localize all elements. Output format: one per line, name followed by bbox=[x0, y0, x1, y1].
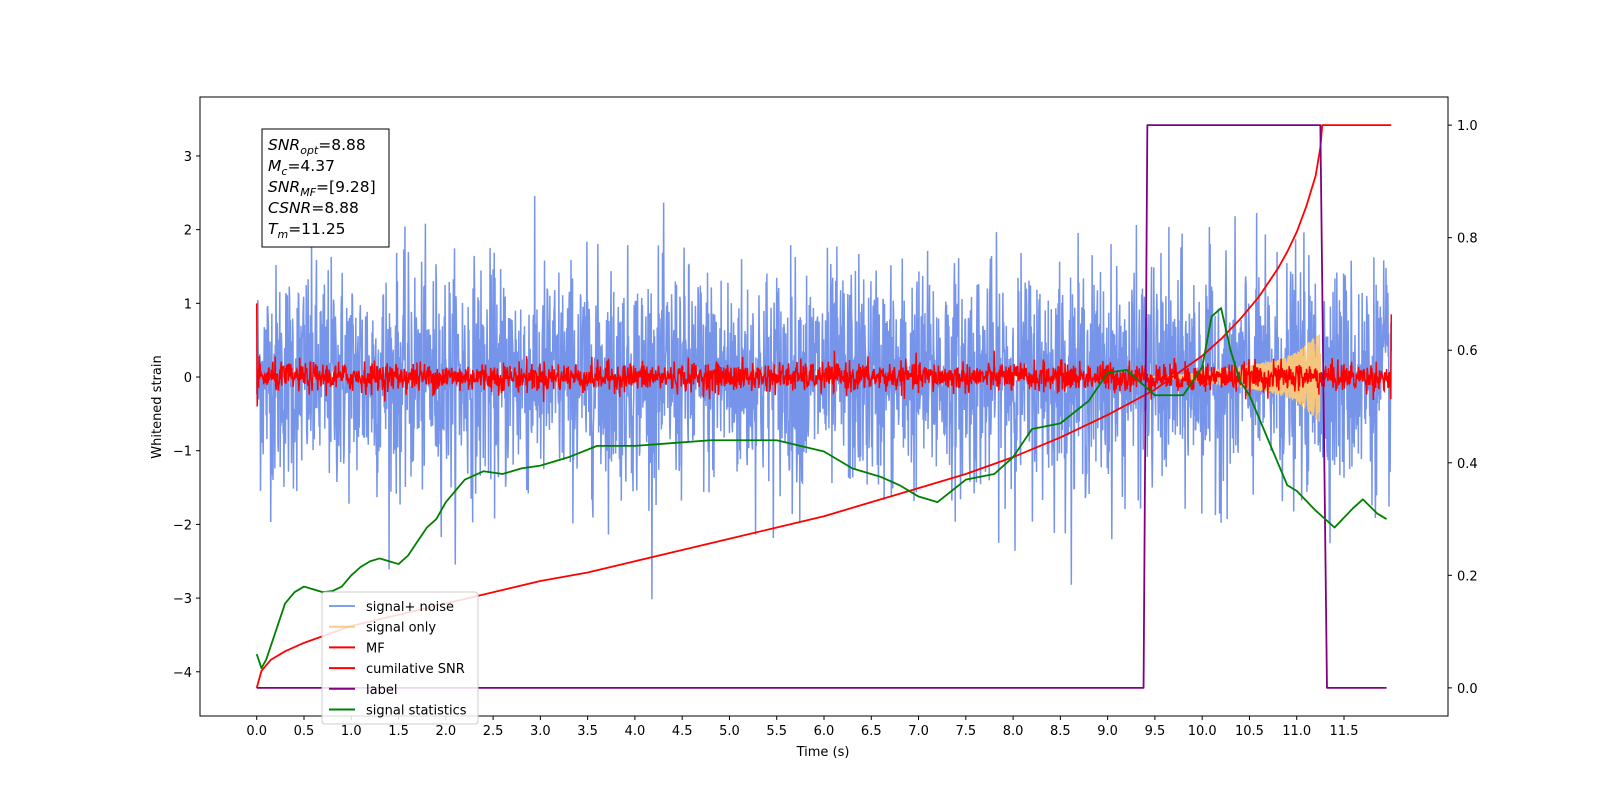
y-tick-label: −2 bbox=[173, 518, 192, 533]
stat-line: CSNR=8.88 bbox=[268, 199, 359, 217]
x-axis: 0.0 0.5 1.0 1.5 2.0 2.5 3.0 3.5 4.0 4.5 5.0 5.5 6.0 6… bbox=[246, 716, 1358, 739]
y-tick-label: −1 bbox=[173, 445, 192, 460]
x-tick-label: 11.5 bbox=[1330, 724, 1359, 739]
x-tick-label: 8.0 bbox=[1003, 724, 1024, 739]
x-tick-label: 6.5 bbox=[861, 724, 882, 739]
y2-tick-label: 0.2 bbox=[1457, 569, 1478, 584]
x-tick-label: 10.5 bbox=[1235, 724, 1264, 739]
legend-label: label bbox=[366, 683, 397, 698]
y-axis-label: Whitened strain bbox=[150, 355, 165, 458]
stat-line: SNRMF=[9.28] bbox=[268, 178, 376, 199]
y-tick-label: −4 bbox=[173, 666, 192, 681]
x-tick-label: 3.0 bbox=[530, 724, 551, 739]
series-label bbox=[256, 124, 1387, 689]
x-tick-label: 3.5 bbox=[577, 724, 598, 739]
y2-tick-label: 0.6 bbox=[1457, 344, 1478, 359]
x-tick-label: 5.0 bbox=[719, 724, 740, 739]
x-axis-label: Time (s) bbox=[796, 745, 850, 760]
stat-line: Tm=11.25 bbox=[268, 220, 346, 241]
series-signal-statistics bbox=[255, 307, 1388, 670]
x-tick-label: 4.0 bbox=[625, 724, 646, 739]
legend: signal+ noise signal only MF cumilative SNR… bbox=[321, 591, 479, 725]
legend-label: MF bbox=[366, 641, 385, 656]
x-tick-label: 9.0 bbox=[1097, 724, 1118, 739]
x-tick-label: 1.5 bbox=[388, 724, 409, 739]
x-tick-label: 2.5 bbox=[483, 724, 504, 739]
x-tick-label: 5.5 bbox=[766, 724, 787, 739]
x-tick-label: 7.5 bbox=[955, 724, 976, 739]
y2-tick-label: 0.4 bbox=[1457, 457, 1478, 472]
series-signal-noise bbox=[255, 196, 1393, 600]
stat-line: SNRopt=8.88 bbox=[268, 136, 366, 157]
y-tick-label: 2 bbox=[184, 224, 192, 239]
y2-tick-label: 1.0 bbox=[1457, 119, 1478, 134]
legend-label: signal+ noise bbox=[366, 600, 454, 615]
y-tick-label: 0 bbox=[184, 371, 192, 386]
x-tick-label: 2.0 bbox=[435, 724, 456, 739]
x-tick-label: 6.0 bbox=[814, 724, 835, 739]
series-mf bbox=[255, 303, 1393, 407]
x-tick-label: 11.0 bbox=[1282, 724, 1311, 739]
legend-label: signal statistics bbox=[366, 704, 467, 719]
x-tick-label: 4.5 bbox=[672, 724, 693, 739]
legend-label: cumilative SNR bbox=[366, 662, 465, 677]
y-tick-label: 1 bbox=[184, 297, 192, 312]
x-tick-label: 0.0 bbox=[246, 724, 267, 739]
x-tick-label: 10.0 bbox=[1188, 724, 1217, 739]
x-tick-label: 1.0 bbox=[341, 724, 362, 739]
y-tick-label: 3 bbox=[184, 150, 192, 165]
y-axis-left: −4 −3 −2 −1 0 1 2 3 bbox=[173, 150, 200, 681]
legend-label: signal only bbox=[366, 621, 436, 636]
x-tick-label: 9.5 bbox=[1145, 724, 1166, 739]
y2-tick-label: 0.0 bbox=[1457, 682, 1478, 697]
y-axis-right: 0.0 0.2 0.4 0.6 0.8 1.0 bbox=[1448, 119, 1478, 697]
x-tick-label: 7.0 bbox=[908, 724, 929, 739]
y2-tick-label: 0.8 bbox=[1457, 232, 1478, 247]
x-tick-label: 0.5 bbox=[294, 724, 315, 739]
x-tick-label: 8.5 bbox=[1050, 724, 1071, 739]
y-tick-label: −3 bbox=[173, 592, 192, 607]
stat-line: Mc=4.37 bbox=[268, 157, 335, 178]
